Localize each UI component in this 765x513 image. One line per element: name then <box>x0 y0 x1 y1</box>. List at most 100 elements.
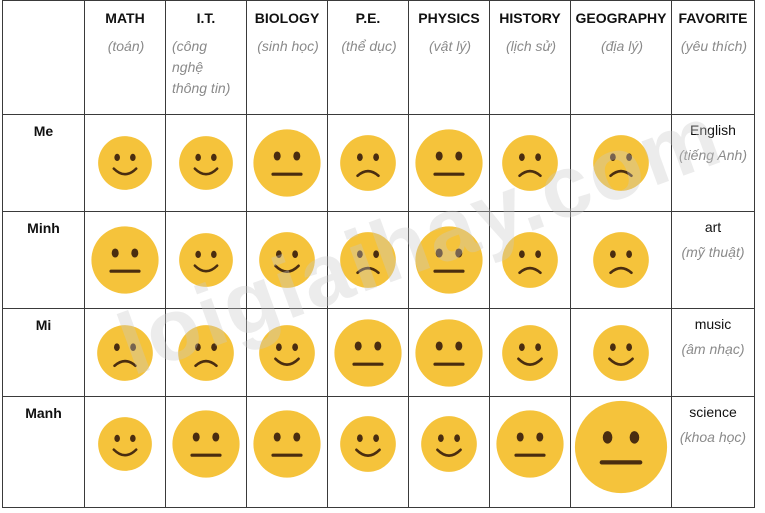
table-row: Manh science (khoa học) <box>2 396 755 508</box>
subject-translation: (toán) <box>107 38 145 54</box>
feeling-cell <box>489 211 571 309</box>
happy-face-icon <box>593 325 649 381</box>
favorite-subject: science <box>689 404 737 420</box>
subject-label: GEOGRAPHY <box>575 10 667 26</box>
feeling-cell <box>489 308 571 397</box>
feeling-cell <box>84 396 166 508</box>
feeling-cell <box>165 308 247 397</box>
sad-face-icon <box>340 232 396 288</box>
subject-label: P.E. <box>355 10 381 26</box>
favorite-translation: (khoa học) <box>679 429 747 445</box>
subject-label: I.T. <box>196 10 216 26</box>
sad-face-icon <box>178 325 234 381</box>
header-geography: GEOGRAPHY (địa lý) <box>570 0 672 115</box>
header-history: HISTORY (lịch sử) <box>489 0 571 115</box>
favorite-label: FAVORITE <box>678 10 748 26</box>
header-physics: PHYSICS (vật lý) <box>408 0 490 115</box>
student-name-cell: Minh <box>2 211 85 309</box>
student-name: Minh <box>27 220 60 236</box>
header-pe: P.E. (thể dục) <box>327 0 409 115</box>
feeling-cell <box>165 211 247 309</box>
feeling-cell <box>84 211 166 309</box>
subject-feelings-table: MATH (toán) I.T. (công nghệ thông tin) BIO… <box>2 0 755 508</box>
subject-translation: (lịch sử) <box>505 38 557 54</box>
header-favorite: FAVORITE (yêu thích) <box>671 0 755 115</box>
subject-translation: (vật lý) <box>429 38 471 54</box>
sad-face-icon <box>97 325 153 381</box>
subject-translation: (sinh học) <box>257 38 319 54</box>
feeling-cell <box>408 114 490 212</box>
favorite-subject: art <box>704 219 722 235</box>
neutral-face-icon <box>172 410 240 478</box>
neutral-face-icon <box>415 319 483 387</box>
student-name: Mi <box>35 317 52 333</box>
favorite-cell: English (tiếng Anh) <box>671 114 755 212</box>
neutral-face-icon <box>415 129 483 197</box>
subject-label: BIOLOGY <box>254 10 320 26</box>
feeling-cell <box>570 308 672 397</box>
happy-face-icon <box>179 233 233 287</box>
subject-label: MATH <box>105 10 145 26</box>
neutral-face-icon <box>334 319 402 387</box>
table-row: Minh art (mỹ thuật) <box>2 211 755 309</box>
feeling-cell <box>327 211 409 309</box>
subject-label: HISTORY <box>499 10 561 26</box>
neutral-face-icon <box>415 226 483 294</box>
feeling-cell <box>246 396 328 508</box>
favorite-cell: art (mỹ thuật) <box>671 211 755 309</box>
happy-face-icon <box>259 325 315 381</box>
header-it: I.T. (công nghệ thông tin) <box>165 0 247 115</box>
feeling-cell <box>570 211 672 309</box>
table-row: Me English (tiếng Anh) <box>2 114 755 212</box>
feeling-cell <box>165 114 247 212</box>
header-biology: BIOLOGY (sinh học) <box>246 0 328 115</box>
header-math: MATH (toán) <box>84 0 166 115</box>
favorite-translation: (mỹ thuật) <box>681 244 745 260</box>
happy-face-icon <box>340 416 396 472</box>
happy-face-icon <box>502 325 558 381</box>
neutral-face-icon <box>253 129 321 197</box>
feeling-cell <box>489 114 571 212</box>
sad-face-icon <box>593 135 649 191</box>
neutral-face-icon <box>496 410 564 478</box>
table-row: Mi music (âm nhạc) <box>2 308 755 397</box>
header-row: MATH (toán) I.T. (công nghệ thông tin) BIO… <box>2 0 755 115</box>
sad-face-icon <box>593 232 649 288</box>
student-name: Manh <box>25 405 62 421</box>
favorite-translation: (tiếng Anh) <box>679 147 747 163</box>
sad-face-icon <box>340 135 396 191</box>
feeling-cell <box>84 308 166 397</box>
feeling-cell <box>84 114 166 212</box>
neutral-face-icon <box>574 400 668 494</box>
subject-translation: (công nghệ thông tin) <box>172 38 231 96</box>
student-name: Me <box>33 123 54 139</box>
corner-cell <box>2 0 85 115</box>
feeling-cell <box>570 396 672 508</box>
feeling-cell <box>246 114 328 212</box>
favorite-subject: English <box>690 122 736 138</box>
feeling-cell <box>570 114 672 212</box>
feeling-cell <box>408 308 490 397</box>
feeling-cell <box>246 308 328 397</box>
student-name-cell: Me <box>2 114 85 212</box>
happy-face-icon <box>98 136 152 190</box>
subject-translation: (địa lý) <box>600 38 643 54</box>
favorite-cell: music (âm nhạc) <box>671 308 755 397</box>
favorite-cell: science (khoa học) <box>671 396 755 508</box>
favorite-translation: (yêu thích) <box>680 38 748 54</box>
favorite-translation: (âm nhạc) <box>681 341 745 357</box>
feeling-cell <box>408 211 490 309</box>
favorite-subject: music <box>694 316 732 332</box>
sad-face-icon <box>502 232 558 288</box>
subject-translation: (thể dục) <box>341 38 397 54</box>
feeling-cell <box>165 396 247 508</box>
student-name-cell: Mi <box>2 308 85 397</box>
happy-face-icon <box>98 417 152 471</box>
student-name-cell: Manh <box>2 396 85 508</box>
feeling-cell <box>489 396 571 508</box>
neutral-face-icon <box>253 410 321 478</box>
happy-face-icon <box>179 136 233 190</box>
happy-face-icon <box>259 232 315 288</box>
feeling-cell <box>327 114 409 212</box>
feeling-cell <box>246 211 328 309</box>
